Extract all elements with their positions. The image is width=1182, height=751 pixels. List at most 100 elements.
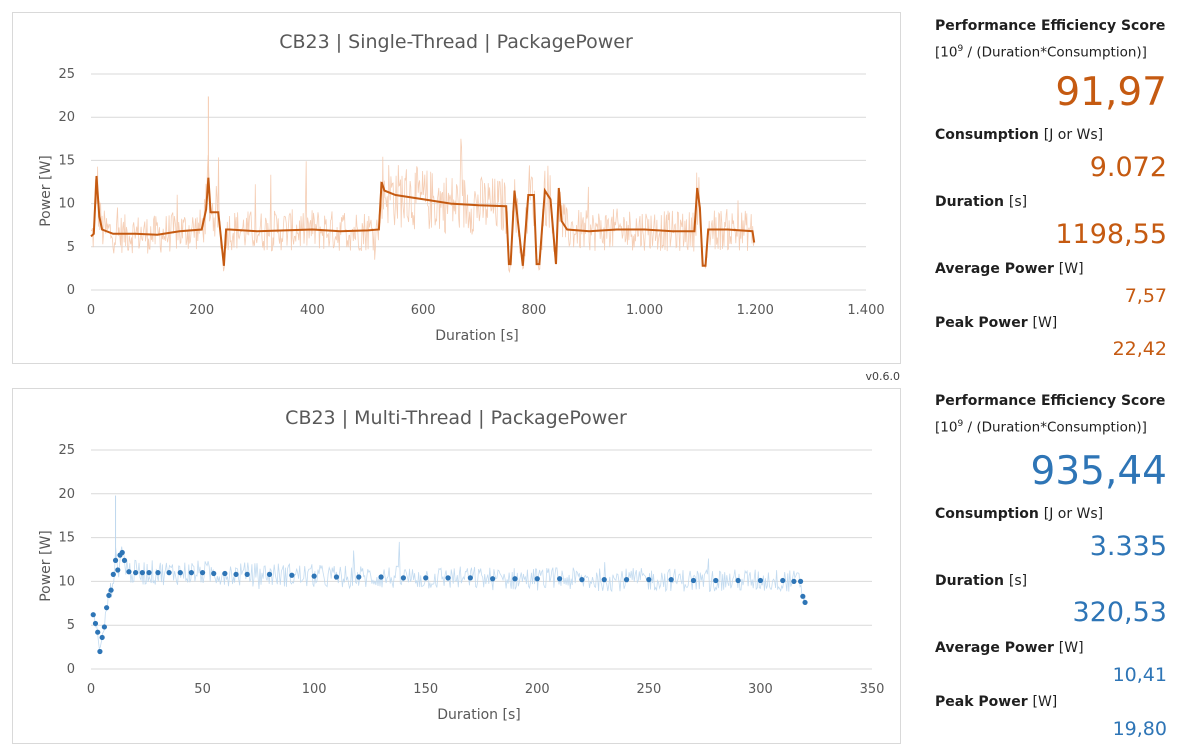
data-point — [106, 592, 112, 599]
peak-power-label: Peak Power [W] — [935, 694, 1057, 710]
data-point — [99, 634, 105, 641]
consumption-unit: [J or Ws] — [1043, 506, 1104, 522]
x-tick-labels: 0 50 100 150 200 250 300 350 — [87, 682, 885, 697]
score-label: Performance Efficiency Score — [935, 393, 1166, 409]
score-formula: [109 / (Duration*Consumption)] — [935, 419, 1147, 436]
score-value: 935,44 — [1030, 449, 1167, 494]
score-formula: [109 / (Duration*Consumption)] — [935, 44, 1147, 61]
average-power-value: 10,41 — [1112, 664, 1167, 686]
average-power-unit: [W] — [1058, 261, 1084, 277]
x-tick-label: 600 — [411, 303, 436, 318]
data-point — [289, 572, 295, 578]
y-axis-label: Power [W] — [38, 155, 54, 227]
average-power-label: Average Power [W] — [935, 261, 1084, 277]
formula-exponent: 9 — [957, 419, 964, 429]
formula-base: [10 — [935, 44, 958, 61]
y-tick-label: 10 — [58, 197, 75, 212]
data-point — [311, 573, 317, 579]
data-point — [155, 570, 161, 576]
data-point — [266, 571, 273, 577]
peak-power-value: 19,80 — [1112, 718, 1167, 740]
x-tick-label: 300 — [748, 682, 773, 697]
duration-label-text: Duration — [935, 573, 1005, 589]
peak-power-unit: [W] — [1032, 694, 1058, 710]
data-point — [244, 571, 250, 577]
formula-rest: / (Duration*Consumption)] — [963, 419, 1147, 436]
x-axis-label: Duration [s] — [435, 328, 518, 344]
x-tick-label: 1.200 — [737, 303, 774, 318]
data-point — [713, 577, 719, 584]
single-thread-chart: CB23 | Single-Thread | PackagePower 0 5 10… — [12, 12, 901, 364]
data-point — [108, 587, 114, 593]
peak-power-label-text: Peak Power — [935, 315, 1028, 331]
y-tick-label: 0 — [67, 662, 75, 677]
duration-unit: [s] — [1008, 573, 1028, 589]
data-point — [146, 570, 152, 576]
y-tick-label: 5 — [67, 618, 75, 633]
x-tick-label: 200 — [189, 303, 214, 318]
data-point — [601, 577, 607, 583]
data-point — [356, 574, 362, 580]
data-point — [690, 577, 697, 584]
data-point — [139, 570, 145, 576]
data-point — [112, 557, 119, 563]
data-point — [646, 577, 652, 583]
duration-value: 1198,55 — [1055, 219, 1167, 250]
data-point — [199, 570, 206, 576]
raw-power-band — [90, 96, 755, 274]
score-value: 91,97 — [1055, 70, 1167, 115]
average-power-label: Average Power [W] — [935, 640, 1084, 656]
data-point — [222, 570, 228, 577]
data-point — [188, 570, 195, 576]
data-point — [110, 571, 116, 577]
consumption-label-text: Consumption — [935, 127, 1039, 143]
gridlines — [91, 449, 872, 670]
score-label: Performance Efficiency Score — [935, 18, 1166, 34]
raw-power-trace — [90, 138, 755, 274]
data-point — [133, 570, 139, 576]
version-label: v0.6.0 — [865, 370, 901, 383]
x-tick-label: 350 — [860, 682, 885, 697]
peak-power-label-text: Peak Power — [935, 694, 1028, 710]
formula-rest: / (Duration*Consumption)] — [963, 44, 1147, 61]
x-tick-label: 800 — [521, 303, 546, 318]
x-tick-labels: 0 200 400 600 800 1.000 1.200 1.400 — [87, 303, 885, 318]
data-point — [119, 549, 125, 556]
y-axis-label: Power [W] — [38, 530, 54, 602]
y-tick-label: 5 — [67, 240, 75, 255]
data-point — [735, 577, 741, 584]
x-tick-label: 400 — [300, 303, 325, 318]
data-point — [780, 577, 786, 584]
data-point — [121, 557, 128, 563]
consumption-value: 3.335 — [1089, 531, 1167, 562]
consumption-label: Consumption [J or Ws] — [935, 506, 1103, 522]
data-point — [166, 570, 172, 576]
multi-thread-chart: CB23 | Multi-Thread | PackagePower 0 5 10 1… — [12, 388, 901, 744]
x-tick-label: 150 — [413, 682, 438, 697]
average-power-label-text: Average Power — [935, 261, 1054, 277]
y-tick-label: 25 — [58, 443, 75, 458]
data-point — [115, 567, 121, 573]
average-power-value: 7,57 — [1124, 285, 1167, 307]
duration-label: Duration [s] — [935, 573, 1027, 589]
data-point — [90, 612, 96, 618]
y-tick-label: 20 — [58, 487, 75, 502]
data-point — [668, 577, 674, 583]
x-tick-label: 200 — [525, 682, 550, 697]
y-tick-labels: 0 5 10 15 20 25 — [58, 67, 75, 298]
data-point — [557, 576, 563, 582]
single-thread-chart-svg: CB23 | Single-Thread | PackagePower 0 5 10… — [38, 31, 885, 344]
duration-unit: [s] — [1008, 194, 1028, 210]
x-tick-label: 1.400 — [847, 303, 884, 318]
x-tick-label: 100 — [302, 682, 327, 697]
data-point — [802, 599, 808, 606]
x-tick-label: 0 — [87, 682, 95, 697]
consumption-label: Consumption [J or Ws] — [935, 127, 1103, 143]
peak-power-value: 22,42 — [1112, 338, 1167, 360]
x-axis-label: Duration [s] — [437, 707, 520, 723]
smoothed-power-line — [90, 175, 756, 267]
data-point — [579, 577, 585, 583]
data-point — [177, 570, 183, 576]
chart-title: CB23 | Single-Thread | PackagePower — [279, 31, 633, 53]
data-point — [333, 574, 340, 580]
